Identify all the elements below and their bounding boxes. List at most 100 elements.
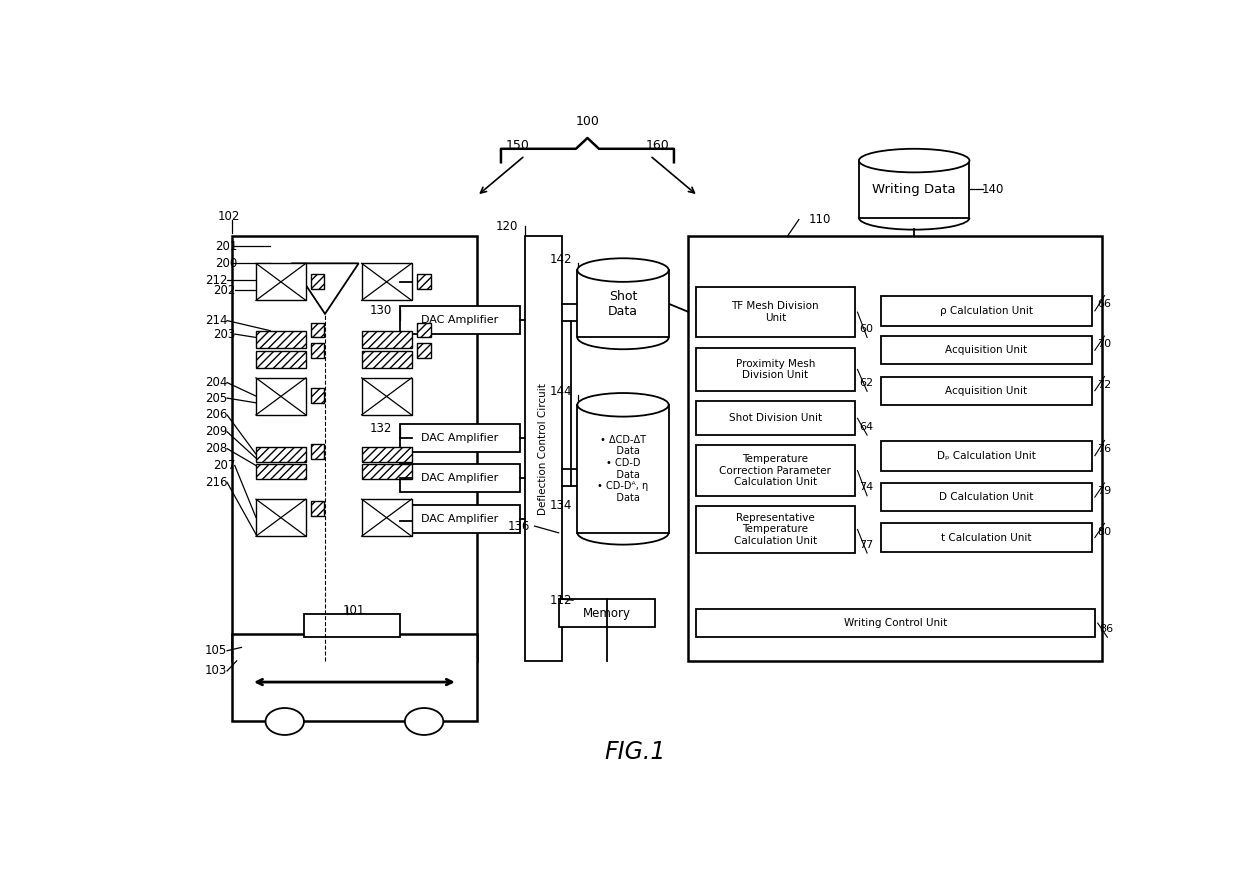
Bar: [362, 331, 412, 347]
Ellipse shape: [578, 258, 668, 282]
Ellipse shape: [859, 149, 970, 172]
Text: 212: 212: [205, 274, 227, 287]
Text: Shot
Data: Shot Data: [608, 290, 639, 318]
Text: TF Mesh Division
Unit: TF Mesh Division Unit: [732, 301, 820, 323]
Bar: [859, 161, 970, 218]
Bar: [255, 499, 306, 536]
Text: Acquisition Unit: Acquisition Unit: [945, 386, 1027, 396]
Text: 76: 76: [1096, 444, 1111, 454]
Text: Proximity Mesh
Division Unit: Proximity Mesh Division Unit: [735, 359, 815, 381]
Polygon shape: [291, 263, 358, 314]
Bar: [696, 347, 854, 391]
Bar: [696, 287, 854, 338]
Text: Deflection Control Circuit: Deflection Control Circuit: [538, 382, 548, 514]
Text: 103: 103: [205, 664, 227, 677]
Text: 80: 80: [1096, 527, 1111, 536]
Text: 105: 105: [205, 644, 227, 657]
Bar: [401, 505, 521, 533]
Bar: [255, 351, 306, 367]
Bar: [362, 351, 412, 367]
Text: 101: 101: [342, 604, 365, 617]
Text: 150: 150: [506, 139, 529, 152]
Text: FIG.1: FIG.1: [605, 739, 666, 764]
Bar: [311, 388, 324, 402]
Bar: [418, 343, 430, 358]
Bar: [362, 464, 412, 479]
Text: 100: 100: [575, 115, 599, 128]
Bar: [255, 464, 306, 479]
Text: DAC Amplifier: DAC Amplifier: [422, 433, 498, 443]
Bar: [311, 444, 324, 458]
Text: Writing Data: Writing Data: [873, 183, 956, 196]
Text: 79: 79: [1096, 487, 1111, 496]
Text: 134: 134: [549, 500, 572, 513]
Bar: [362, 263, 412, 300]
Text: 72: 72: [1096, 380, 1111, 390]
Text: 200: 200: [216, 257, 238, 270]
Bar: [880, 483, 1092, 511]
Text: Acquisition Unit: Acquisition Unit: [945, 346, 1027, 355]
Bar: [418, 274, 430, 289]
Bar: [696, 609, 1095, 637]
Bar: [362, 351, 412, 367]
Bar: [255, 447, 306, 462]
Text: 207: 207: [213, 459, 236, 472]
Text: 136: 136: [507, 520, 529, 533]
Bar: [311, 274, 324, 289]
Text: 208: 208: [205, 442, 227, 455]
Bar: [880, 336, 1092, 364]
Bar: [401, 424, 521, 452]
Text: 204: 204: [205, 376, 227, 389]
Text: t Calculation Unit: t Calculation Unit: [941, 533, 1032, 542]
Text: 66: 66: [1096, 299, 1111, 309]
Bar: [255, 464, 306, 479]
Bar: [578, 270, 668, 338]
Text: 86: 86: [1100, 624, 1114, 634]
Text: 132: 132: [370, 422, 392, 435]
Text: 142: 142: [549, 254, 572, 267]
Bar: [362, 447, 412, 462]
Bar: [880, 440, 1092, 471]
Text: 203: 203: [213, 327, 234, 340]
Text: 202: 202: [213, 284, 236, 297]
Circle shape: [265, 708, 304, 735]
Bar: [418, 323, 430, 338]
Bar: [311, 323, 324, 338]
Text: Memory: Memory: [583, 606, 631, 620]
Bar: [311, 501, 324, 516]
Ellipse shape: [578, 393, 668, 416]
Bar: [311, 388, 324, 402]
Bar: [418, 343, 430, 358]
Text: 64: 64: [859, 422, 873, 431]
Bar: [401, 464, 521, 493]
Text: 60: 60: [859, 324, 873, 334]
Text: 209: 209: [205, 425, 227, 438]
Circle shape: [404, 708, 444, 735]
Text: Shot Division Unit: Shot Division Unit: [729, 413, 822, 424]
Text: 112: 112: [549, 594, 572, 606]
Text: ρ Calculation Unit: ρ Calculation Unit: [940, 306, 1033, 316]
Bar: [362, 447, 412, 462]
Bar: [362, 331, 412, 347]
Text: 70: 70: [1096, 340, 1111, 349]
Text: 160: 160: [645, 139, 670, 152]
Bar: [311, 343, 324, 358]
Text: 201: 201: [216, 240, 238, 253]
Bar: [418, 323, 430, 338]
Text: 130: 130: [370, 304, 392, 317]
Text: Dₚ Calculation Unit: Dₚ Calculation Unit: [937, 451, 1035, 460]
Bar: [880, 376, 1092, 405]
Text: 214: 214: [205, 314, 227, 327]
Bar: [232, 236, 477, 661]
Bar: [311, 343, 324, 358]
Text: Writing Control Unit: Writing Control Unit: [844, 618, 947, 628]
Text: 74: 74: [859, 482, 874, 493]
Bar: [696, 445, 854, 496]
Bar: [362, 378, 412, 415]
Text: 144: 144: [549, 385, 572, 398]
Bar: [578, 405, 668, 533]
Text: 77: 77: [859, 540, 874, 550]
Text: 205: 205: [205, 392, 227, 404]
Bar: [255, 378, 306, 415]
Bar: [362, 464, 412, 479]
